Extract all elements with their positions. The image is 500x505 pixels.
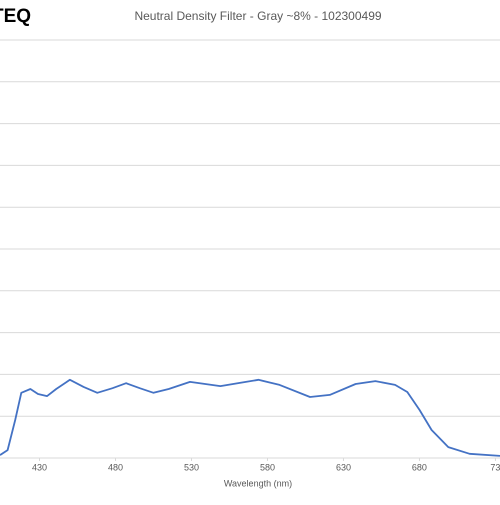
logo: TEQ bbox=[0, 6, 31, 27]
x-tick-label: 680 bbox=[412, 462, 427, 472]
x-tick-label: 580 bbox=[260, 462, 275, 472]
x-axis-title: Wavelength (nm) bbox=[224, 478, 292, 488]
x-tick-label: 530 bbox=[184, 462, 199, 472]
x-tick-label: 73 bbox=[490, 462, 500, 472]
x-tick-label: 630 bbox=[336, 462, 351, 472]
x-tick-label: 430 bbox=[32, 462, 47, 472]
data-line bbox=[0, 378, 500, 457]
chart-title: Neutral Density Filter - Gray ~8% - 1023… bbox=[134, 9, 381, 23]
x-tick-label: 480 bbox=[108, 462, 123, 472]
